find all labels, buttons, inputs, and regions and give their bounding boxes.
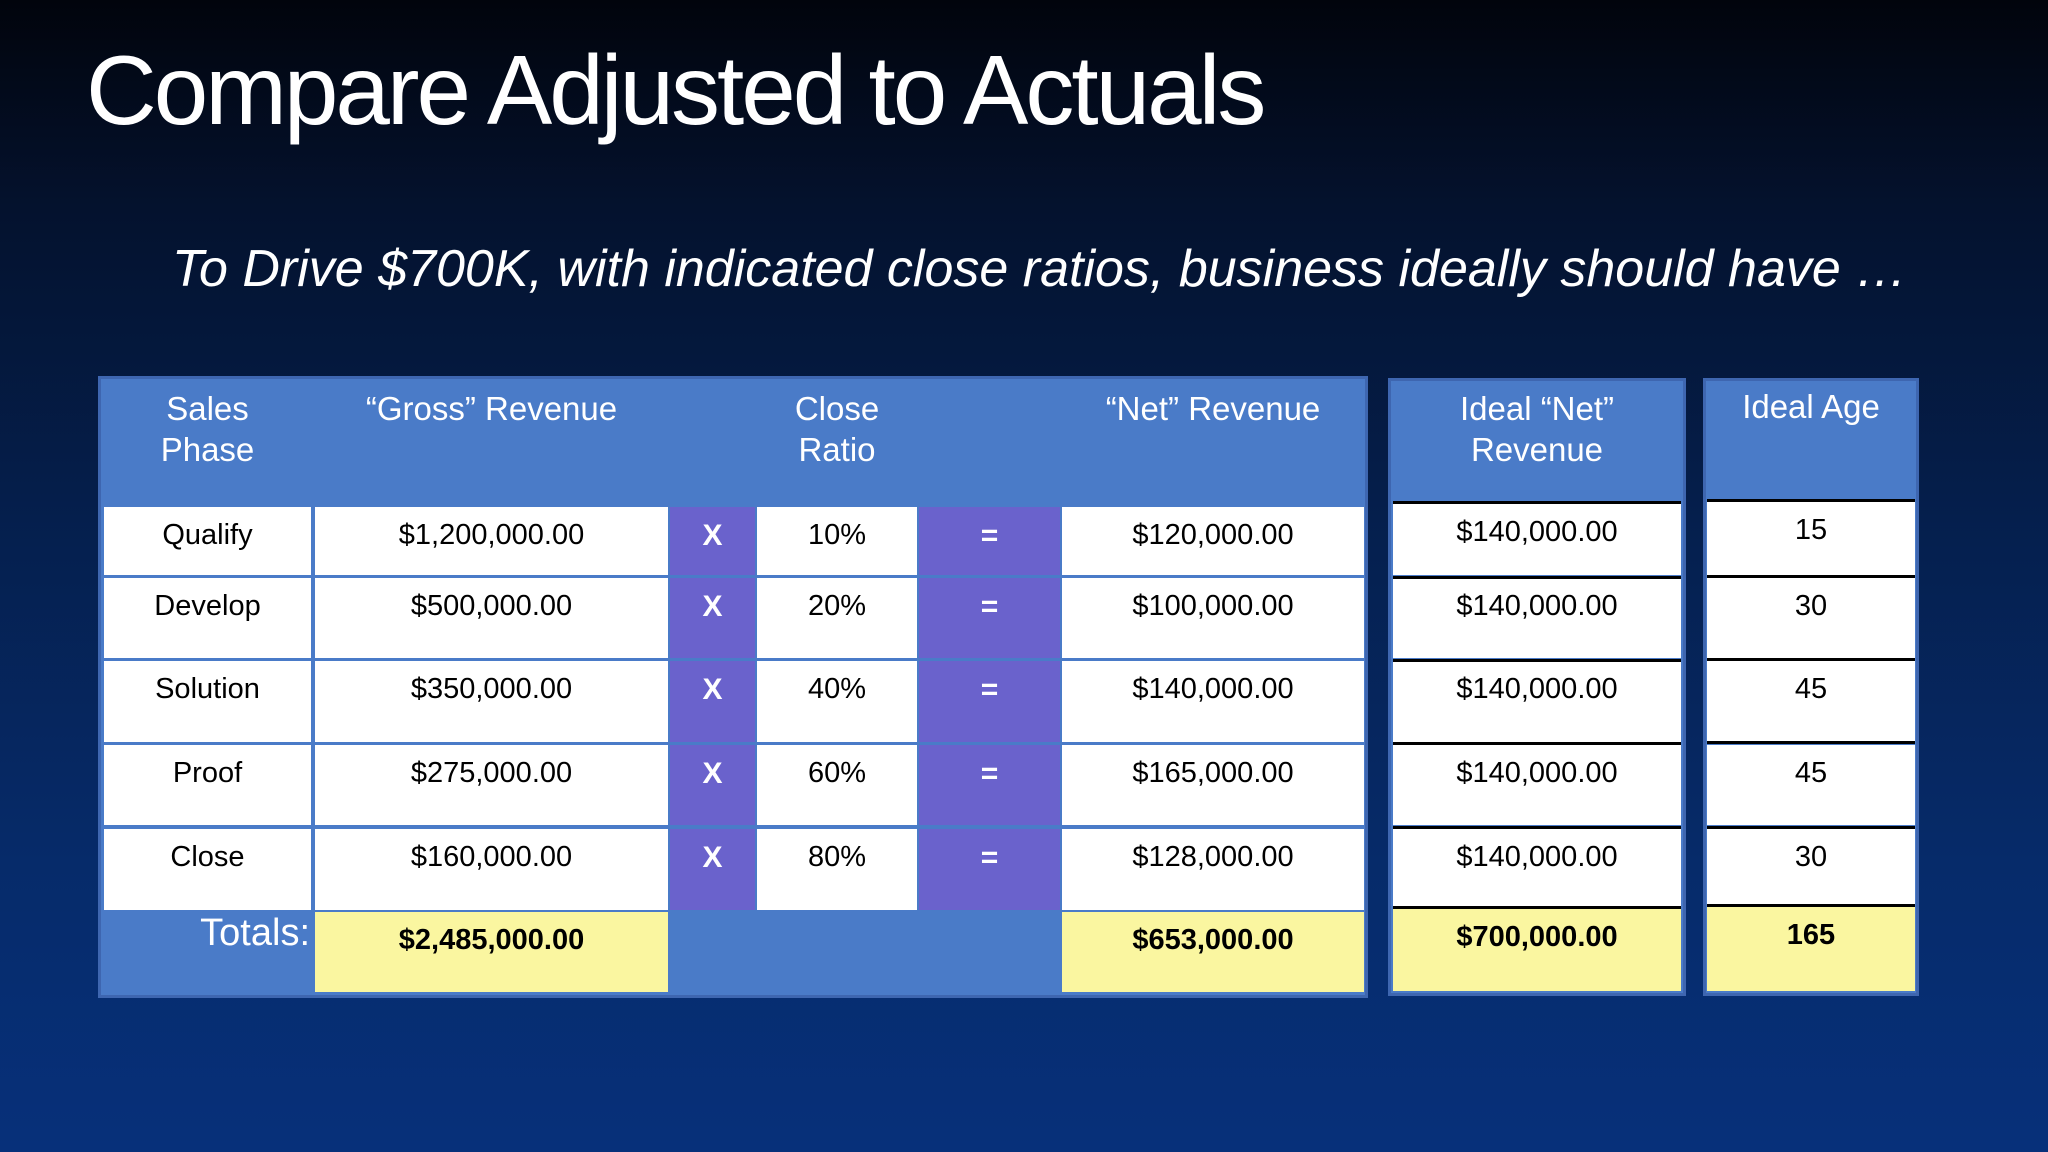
total-gross: $2,485,000.00 [315,912,668,992]
ideal-net-separator [1393,501,1681,504]
header-sales-phase-line2: Phase [160,431,255,468]
row-1-net: $120,000.00 [1062,507,1364,575]
ideal-net-separator [1393,742,1681,745]
header-gross-revenue: “Gross” Revenue [365,390,618,427]
header-ideal-net-line2: Revenue [1470,431,1604,468]
row-3-net: $140,000.00 [1062,661,1364,742]
row-2-net: $100,000.00 [1062,578,1364,658]
row-3-multiply: X [670,661,755,742]
row-1-ratio: 10% [757,507,917,575]
slide-title: Compare Adjusted to Actuals [86,35,1266,145]
header-sales-phase-line1: Sales [166,390,249,427]
row-5-ideal-age: 30 [1707,829,1915,905]
ideal-age-separator [1707,826,1915,829]
row-5-net: $128,000.00 [1062,829,1364,910]
row-4-gross: $275,000.00 [315,745,668,825]
row-2-equals: = [919,578,1060,658]
row-2-ideal-net: $140,000.00 [1393,578,1681,658]
row-5-ideal-net: $140,000.00 [1393,829,1681,907]
totals-label: Totals: [200,912,310,954]
header-close-ratio-line2: Ratio [798,431,876,468]
row-5-ratio: 80% [757,829,917,910]
row-4-ideal-net: $140,000.00 [1393,745,1681,825]
row-4-net: $165,000.00 [1062,745,1364,825]
header-ideal-net-line1: Ideal “Net” [1459,390,1615,427]
row-2-gross: $500,000.00 [315,578,668,658]
total-net: $653,000.00 [1062,912,1364,992]
ideal-age-separator [1707,575,1915,578]
row-1-ideal-age: 15 [1707,502,1915,575]
row-4-ratio: 60% [757,745,917,825]
header-ideal-net-revenue: Ideal “Net” Revenue [1393,388,1681,470]
row-4-ideal-age: 45 [1707,745,1915,825]
row-3-equals: = [919,661,1060,742]
header-ideal-age: Ideal Age [1742,388,1880,425]
row-1-equals: = [919,507,1060,575]
ideal-age-separator [1707,499,1915,502]
slide-subtitle: To Drive $700K, with indicated close rat… [172,240,1908,298]
row-4-phase: Proof [104,745,311,825]
row-4-equals: = [919,745,1060,825]
ideal-age-separator [1707,904,1915,907]
ideal-net-separator [1393,906,1681,909]
total-ideal-net: $700,000.00 [1393,909,1681,991]
row-5-gross: $160,000.00 [315,829,668,910]
header-sales-phase: Sales Phase [105,388,310,470]
row-3-gross: $350,000.00 [315,661,668,742]
row-2-ratio: 20% [757,578,917,658]
row-1-multiply: X [670,507,755,575]
row-4-multiply: X [670,745,755,825]
row-5-phase: Close [104,829,311,910]
ideal-age-separator [1707,741,1915,744]
header-close-ratio-line1: Close [794,390,880,427]
row-5-equals: = [919,829,1060,910]
row-1-ideal-net: $140,000.00 [1393,504,1681,575]
row-3-phase: Solution [104,661,311,742]
row-1-gross: $1,200,000.00 [315,507,668,575]
ideal-net-separator [1393,826,1681,829]
ideal-age-separator [1707,658,1915,661]
row-5-multiply: X [670,829,755,910]
row-2-phase: Develop [104,578,311,658]
row-3-ratio: 40% [757,661,917,742]
row-3-ideal-net: $140,000.00 [1393,661,1681,742]
header-close-ratio: Close Ratio [757,388,917,470]
row-2-ideal-age: 30 [1707,578,1915,658]
row-2-multiply: X [670,578,755,658]
ideal-net-separator [1393,659,1681,662]
ideal-net-separator [1393,576,1681,579]
row-1-phase: Qualify [104,507,311,575]
row-3-ideal-age: 45 [1707,661,1915,742]
header-net-revenue: “Net” Revenue [1105,390,1321,427]
total-ideal-age: 165 [1707,907,1915,991]
